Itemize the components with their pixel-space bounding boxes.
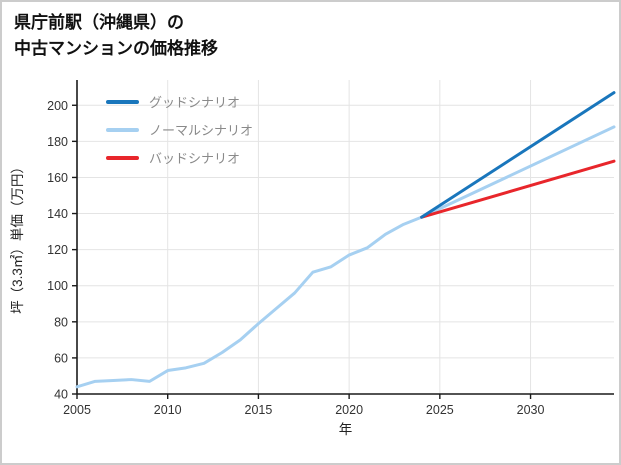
legend-swatch-normal-scenario (106, 127, 139, 132)
chart-title-line2: 中古マンションの価格推移 (14, 39, 218, 59)
legend-label-good-scenario: グッドシナリオ (149, 95, 241, 110)
y-tick-label: 40 (54, 388, 68, 402)
chart-title-line1: 県庁前駅（沖縄県）の (14, 13, 184, 32)
series-line-bad-scenario (420, 159, 616, 219)
x-tick-label: 2030 (517, 403, 545, 417)
y-tick-label: 120 (47, 243, 68, 257)
legend-swatch-good-scenario (106, 99, 139, 104)
legend-item-good-scenario: グッドシナリオ (106, 92, 253, 111)
y-tick-label: 100 (47, 279, 68, 293)
x-tick-label: 2010 (154, 403, 182, 417)
legend-item-normal-scenario: ノーマルシナリオ (106, 120, 253, 139)
legend-label-normal-scenario: ノーマルシナリオ (149, 123, 254, 138)
y-tick-label: 180 (47, 135, 68, 149)
x-tick-label: 2020 (335, 403, 363, 417)
y-tick-label: 160 (47, 171, 68, 185)
legend-label-bad-scenario: バッドシナリオ (149, 151, 241, 166)
y-tick-label: 80 (54, 315, 68, 329)
chart-title: 県庁前駅（沖縄県）の中古マンションの価格推移 (14, 10, 218, 63)
series-line-good-scenario (420, 91, 616, 219)
series-line-normal-scenario (75, 125, 616, 389)
legend-item-bad-scenario: バッドシナリオ (106, 148, 253, 167)
y-tick-label: 200 (47, 99, 68, 113)
x-tick-label: 2025 (426, 403, 454, 417)
y-axis-label: 坪（3.3㎡）単価（万円） (10, 160, 25, 314)
y-tick-label: 140 (47, 207, 68, 221)
y-tick-label: 60 (54, 351, 68, 365)
legend-swatch-bad-scenario (106, 155, 139, 160)
x-axis-label: 年 (339, 422, 353, 437)
x-tick-label: 2015 (245, 403, 273, 417)
chart-legend: グッドシナリオ ノーマルシナリオ バッドシナリオ (106, 92, 253, 167)
x-tick-label: 2005 (63, 403, 91, 417)
